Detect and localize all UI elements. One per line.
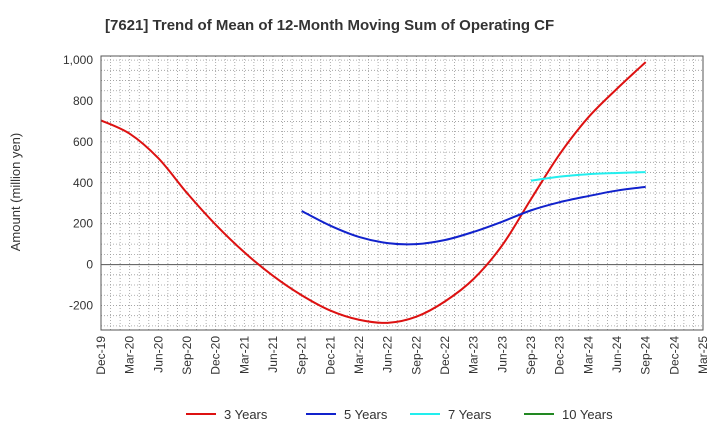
x-tick-label: Mar-23 <box>467 336 481 374</box>
x-tick-label: Jun-21 <box>266 336 280 373</box>
x-tick-label: Mar-21 <box>237 336 251 374</box>
legend-label-7-years: 7 Years <box>448 407 492 422</box>
x-tick-label: Dec-20 <box>209 336 223 375</box>
x-tick-label: Mar-20 <box>123 336 137 374</box>
plot-frame <box>100 55 704 331</box>
x-tick-label: Mar-24 <box>581 336 595 374</box>
y-tick-labels: -200 0 200 400 600 800 1,000 <box>63 53 93 312</box>
x-tick-label: Dec-23 <box>553 336 567 375</box>
y-tick-label: -200 <box>69 298 93 312</box>
x-tick-label: Sep-24 <box>639 336 653 375</box>
x-tick-label: Jun-24 <box>610 336 624 373</box>
x-tick-label: Dec-22 <box>438 336 452 375</box>
series-line-5-years <box>301 185 646 246</box>
x-tick-label: Dec-19 <box>94 336 108 375</box>
y-tick-label: 1,000 <box>63 53 93 67</box>
series-lines <box>100 61 647 324</box>
x-tick-label: Jun-22 <box>381 336 395 373</box>
x-tick-label: Sep-22 <box>409 336 423 375</box>
y-tick-label: 800 <box>73 94 93 108</box>
legend: 3 Years 5 Years 7 Years 10 Years <box>186 407 613 422</box>
x-tick-label: Sep-20 <box>180 336 194 375</box>
x-tick-label: Dec-21 <box>323 336 337 375</box>
y-axis-label: Amount (million yen) <box>8 133 23 252</box>
legend-label-10-years: 10 Years <box>562 407 613 422</box>
x-tick-label: Sep-21 <box>295 336 309 375</box>
x-tick-label: Dec-24 <box>667 336 681 375</box>
y-tick-label: 200 <box>73 217 93 231</box>
x-tick-labels: Dec-19 Mar-20 Jun-20 Sep-20 Dec-20 Mar-21 Jun-… <box>94 336 710 375</box>
chart-title: [7621] Trend of Mean of 12-Month Moving … <box>105 17 554 34</box>
legend-label-5-years: 5 Years <box>344 407 388 422</box>
legend-label-3-years: 3 Years <box>224 407 268 422</box>
grid-lines <box>101 56 703 330</box>
x-tick-label: Sep-23 <box>524 336 538 375</box>
y-tick-label: 0 <box>86 258 93 272</box>
y-tick-label: 400 <box>73 176 93 190</box>
x-tick-label: Mar-22 <box>352 336 366 374</box>
series-line-7-years <box>530 171 646 182</box>
x-tick-label: Mar-25 <box>696 336 710 374</box>
series-line-3-years <box>100 61 647 324</box>
x-tick-label: Jun-20 <box>151 336 165 373</box>
y-tick-label: 600 <box>73 135 93 149</box>
x-tick-label: Jun-23 <box>495 336 509 373</box>
